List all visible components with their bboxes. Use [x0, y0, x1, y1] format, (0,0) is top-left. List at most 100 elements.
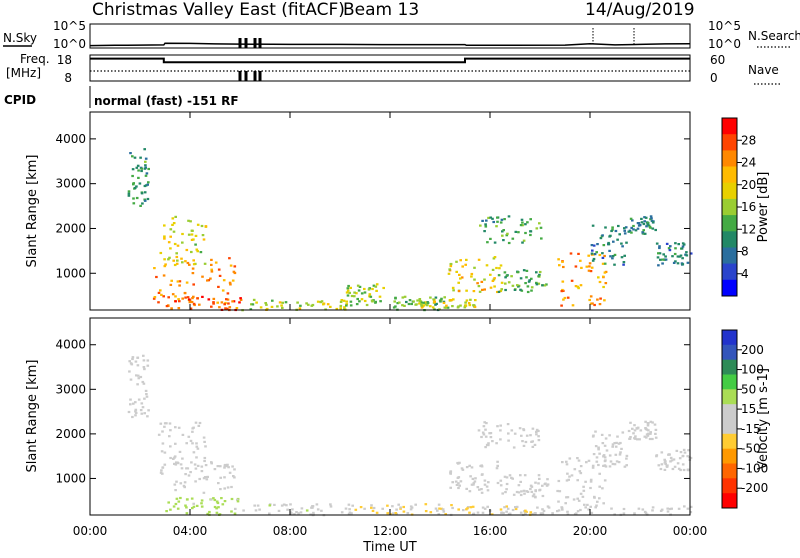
heatmap-cell	[289, 503, 292, 506]
heatmap-cell	[599, 297, 602, 300]
heatmap-cell	[457, 281, 460, 284]
heatmap-cell	[167, 241, 171, 244]
heatmap-cell	[669, 245, 672, 248]
heatmap-cell	[630, 231, 633, 234]
heatmap-cell	[326, 303, 330, 306]
heatmap-cell	[623, 229, 626, 232]
y-tick-label: 1000	[55, 471, 86, 485]
heatmap-cell	[587, 508, 590, 511]
heatmap-cell	[356, 284, 360, 287]
heatmap-cell	[651, 221, 655, 224]
heatmap-cell	[529, 487, 532, 491]
heatmap-cell	[562, 298, 565, 301]
heatmap-cell	[186, 467, 190, 470]
heatmap-cell	[255, 301, 258, 304]
heatmap-cell	[192, 302, 196, 305]
heatmap-cell	[249, 308, 253, 311]
heatmap-cell	[482, 425, 486, 428]
heatmap-cell	[127, 192, 131, 195]
heatmap-cell	[418, 302, 421, 305]
heatmap-cell	[678, 457, 682, 460]
heatmap-cell	[541, 484, 544, 487]
heatmap-cell	[601, 256, 605, 259]
heatmap-cell	[603, 479, 607, 482]
heatmap-cell	[646, 221, 650, 225]
heatmap-cell	[653, 423, 657, 426]
heatmap-cell	[236, 500, 240, 503]
heatmap-cell	[483, 421, 486, 424]
heatmap-cell	[378, 295, 382, 298]
heatmap-cell	[669, 460, 672, 463]
heatmap-cell	[437, 513, 441, 516]
heatmap-cell	[481, 506, 485, 509]
heatmap-cell	[159, 289, 162, 292]
heatmap-cell	[659, 258, 662, 261]
heatmap-cell	[277, 509, 281, 512]
heatmap-cell	[647, 432, 650, 435]
heatmap-cell	[210, 270, 214, 273]
power-axes: 1000 2000 3000 4000	[55, 112, 691, 310]
heatmap-cell	[604, 437, 608, 440]
heatmap-cell	[192, 451, 196, 454]
y-tick-label: 2000	[55, 221, 86, 235]
heatmap-cell	[588, 265, 591, 268]
heatmap-cell	[485, 485, 489, 488]
heatmap-cell	[192, 295, 195, 298]
heatmap-cell	[608, 465, 612, 468]
heatmap-cell	[465, 487, 468, 490]
heatmap-cell	[344, 507, 348, 510]
heatmap-cell	[457, 482, 460, 485]
heatmap-cell	[667, 453, 671, 456]
heatmap-cell	[438, 299, 442, 302]
heatmap-cell	[143, 368, 146, 371]
heatmap-cell	[215, 500, 219, 503]
heatmap-cell	[603, 464, 607, 467]
heatmap-cell	[146, 359, 150, 362]
heatmap-cell	[525, 434, 529, 437]
freq-unit: [MHz]	[6, 66, 41, 80]
heatmap-cell	[507, 241, 511, 245]
heatmap-cell	[395, 508, 398, 511]
heatmap-cell	[146, 183, 149, 186]
heatmap-cell	[477, 285, 481, 288]
y-tick-label: 2000	[55, 427, 86, 441]
heatmap-cell	[603, 444, 607, 447]
heatmap-cell	[235, 307, 239, 310]
heatmap-cell	[186, 498, 189, 501]
heatmap-cell	[457, 305, 460, 308]
heatmap-cell	[507, 281, 511, 284]
heatmap-cell	[613, 253, 617, 256]
heatmap-cell	[507, 215, 511, 218]
heatmap-cell	[394, 296, 397, 299]
heatmap-cell	[339, 300, 343, 303]
heatmap-cell	[611, 257, 614, 260]
heatmap-cell	[329, 505, 333, 508]
heatmap-cell	[535, 271, 538, 274]
heatmap-cell	[273, 503, 276, 506]
heatmap-cell	[683, 505, 686, 508]
heatmap-cell	[191, 297, 194, 300]
heatmap-cell	[172, 222, 176, 225]
heatmap-cell	[216, 501, 220, 505]
heatmap-cell	[603, 456, 607, 459]
heatmap-cell	[409, 508, 413, 511]
heatmap-cell	[603, 299, 606, 302]
heatmap-cell	[541, 494, 545, 498]
heatmap-cell	[500, 281, 504, 284]
heatmap-cell	[169, 228, 173, 231]
heatmap-cell	[572, 498, 576, 501]
heatmap-cell	[598, 303, 602, 306]
heatmap-region-2	[159, 215, 208, 267]
heatmap-cell	[345, 291, 349, 294]
heatmap-cell	[617, 224, 620, 228]
heatmap-cell	[431, 306, 435, 309]
heatmap-cell	[511, 508, 515, 512]
heatmap-cell	[468, 490, 472, 493]
heatmap-cell	[191, 427, 194, 430]
heatmap-cell	[218, 306, 221, 309]
heatmap-cell	[179, 496, 182, 500]
cpid-text: normal (fast) -151 RF	[94, 94, 239, 108]
heatmap-cell	[194, 421, 198, 424]
heatmap-cell	[228, 306, 232, 309]
heatmap-cell	[623, 254, 626, 257]
